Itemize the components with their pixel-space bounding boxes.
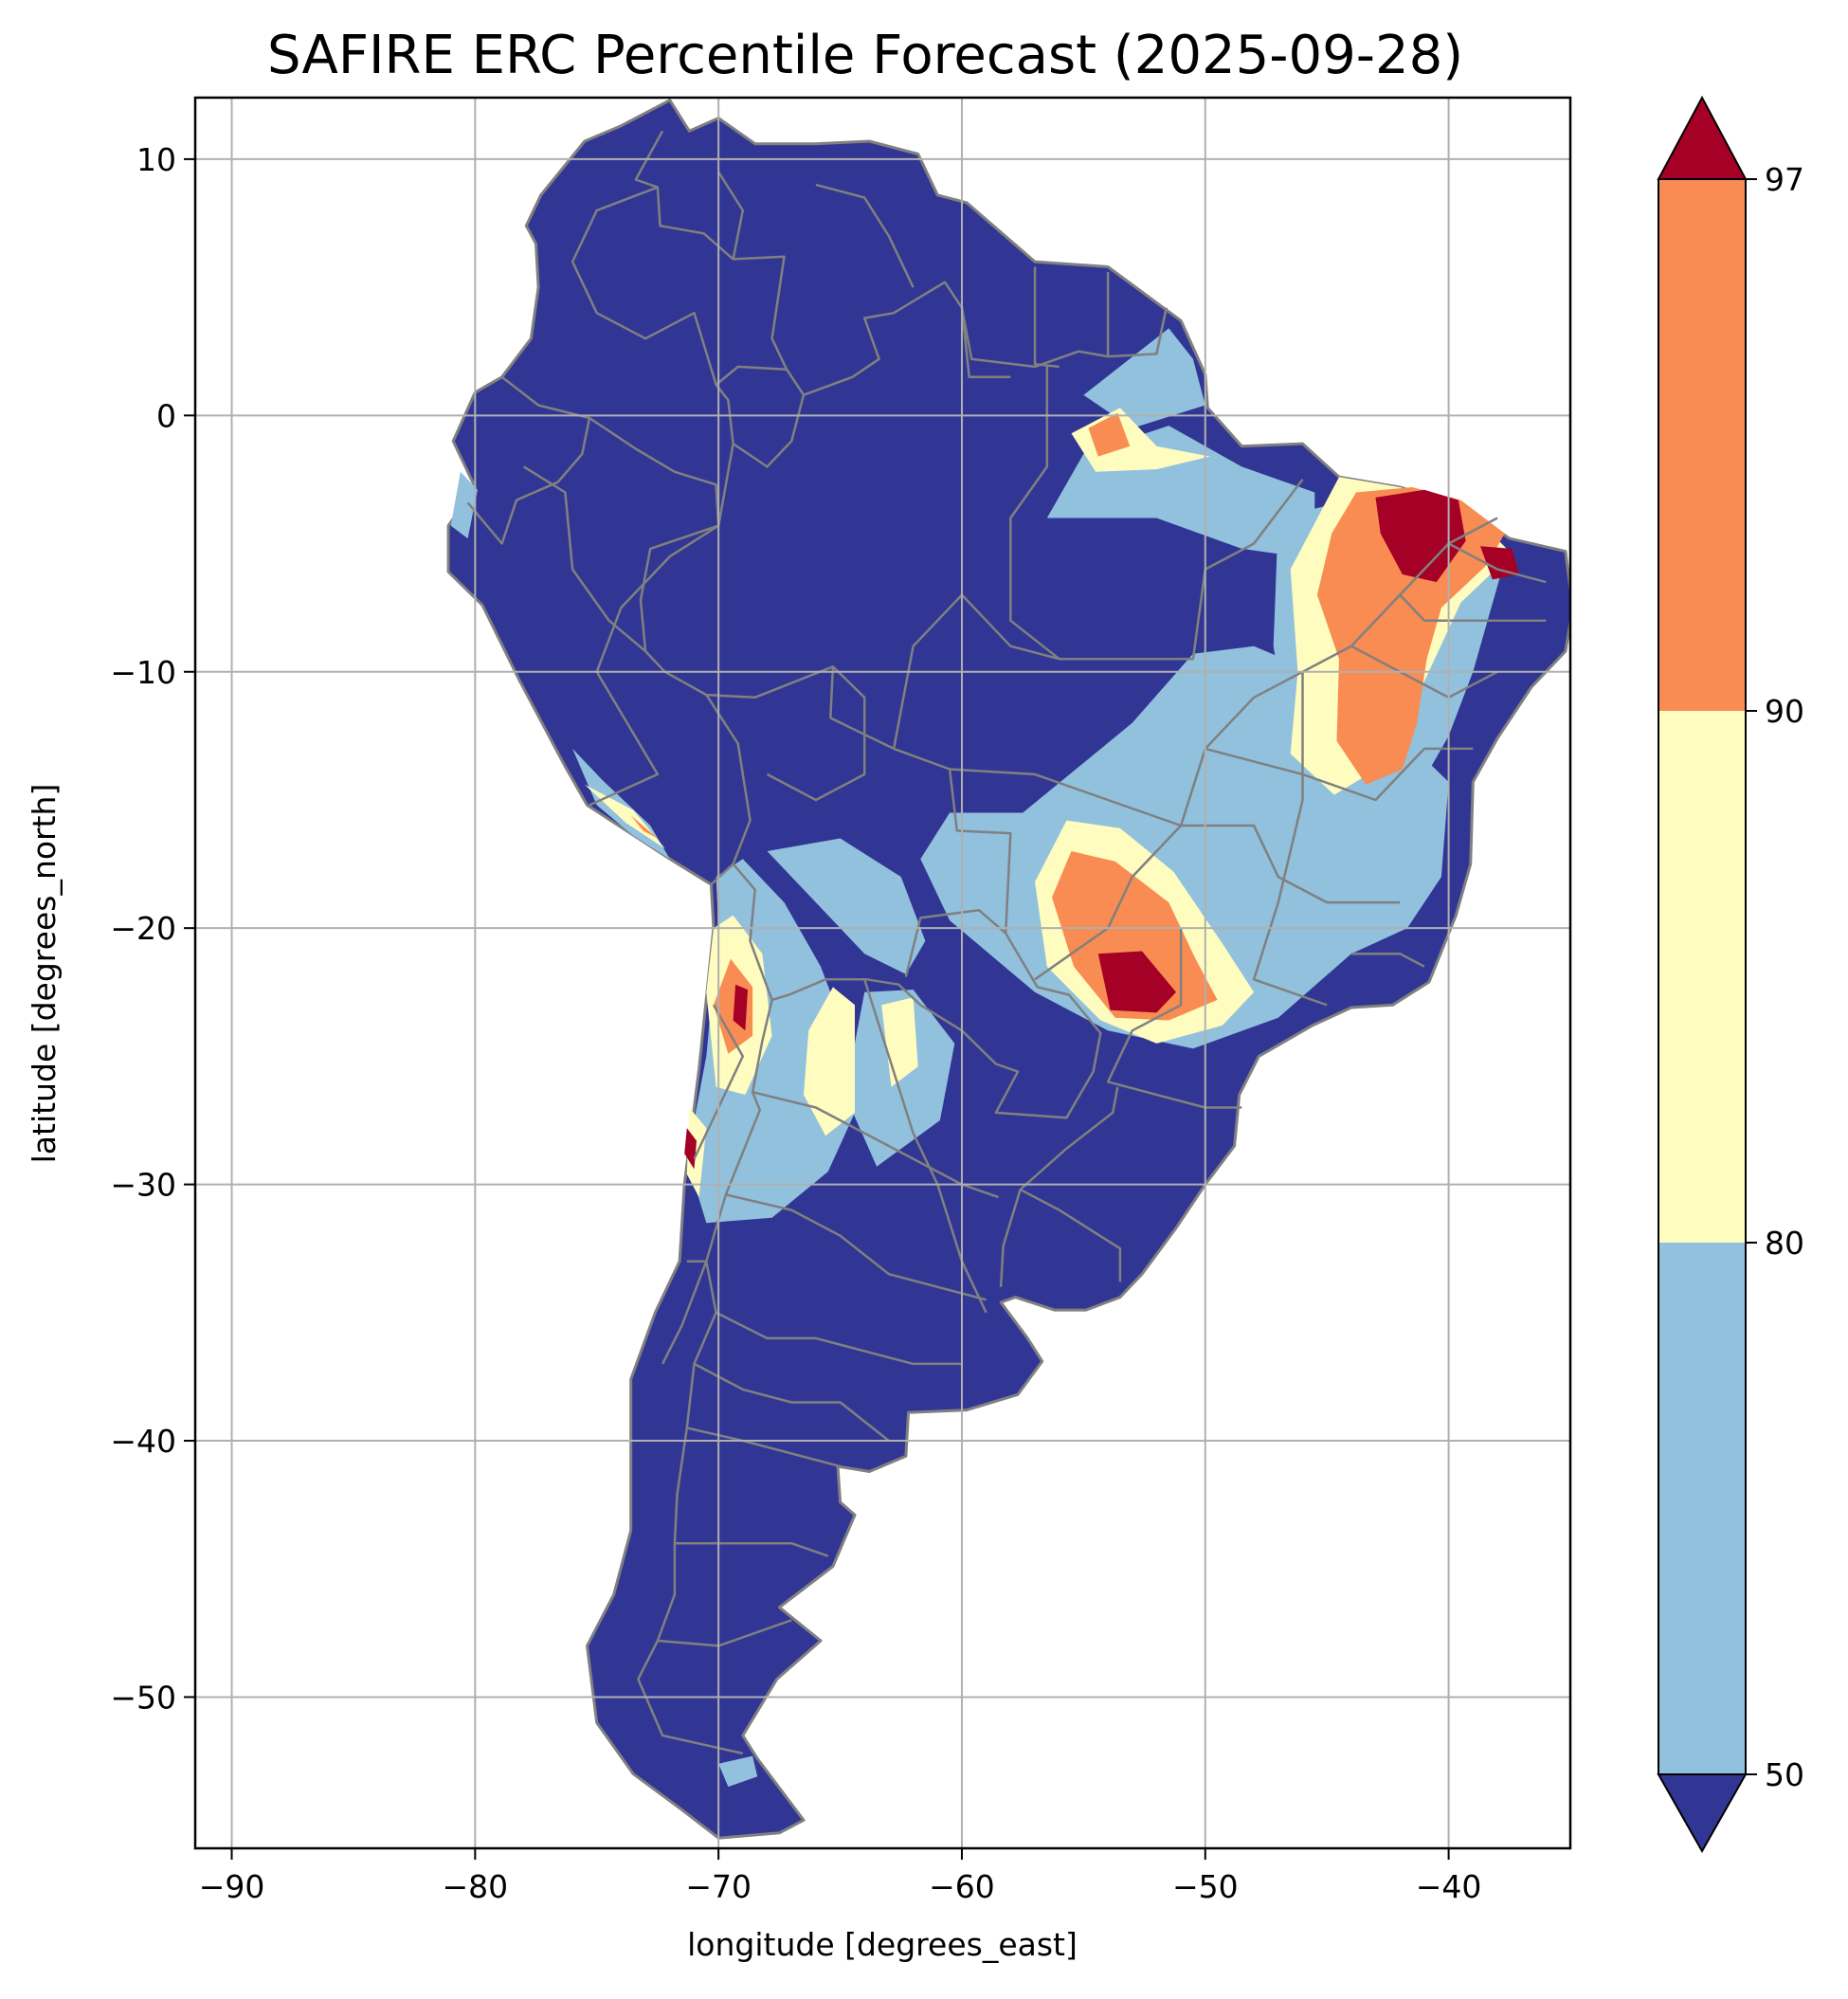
border-line-25 — [1448, 542, 1547, 584]
x-tick-label: −40 — [1416, 1868, 1482, 1905]
border-line-12 — [1155, 307, 1168, 354]
erc-region-17 — [584, 784, 665, 849]
border-line-2 — [466, 375, 591, 545]
erc-region-27 — [684, 1128, 697, 1170]
border-line-14 — [589, 524, 719, 807]
erc-region-20 — [1316, 487, 1505, 785]
border-line-3 — [589, 416, 720, 526]
border-line-36 — [693, 1004, 745, 1160]
border-line-1 — [634, 130, 788, 371]
y-axis-label: latitude [degrees_north] — [26, 784, 63, 1164]
border-line-40 — [717, 171, 745, 260]
border-line-34 — [674, 1541, 829, 1557]
colorbar-extend-min — [1657, 1773, 1748, 1854]
y-tick-label: −40 — [110, 1423, 176, 1460]
y-tick-label: −20 — [110, 910, 176, 947]
x-axis-ticks: −90 −80 −70 −60 −50 −40 — [199, 1848, 1482, 1905]
y-tick-label: −30 — [110, 1167, 176, 1204]
colorbar: 50 80 90 97 — [1657, 95, 1804, 1854]
border-line-4 — [705, 694, 752, 886]
border-line-10 — [1033, 266, 1060, 369]
border-line-33 — [686, 1427, 841, 1468]
border-line-15 — [950, 517, 1498, 827]
colorbar-frame — [1658, 178, 1747, 1775]
erc-region-24 — [1375, 489, 1466, 583]
colorbar-segment-1 — [1658, 711, 1746, 1243]
x-tick-label: −60 — [929, 1868, 995, 1905]
erc-region-2 — [1083, 328, 1205, 428]
gridlines — [195, 98, 1570, 1848]
y-tick-label: −10 — [110, 654, 176, 691]
colorbar-tick-label: 90 — [1765, 693, 1804, 730]
erc-region-8 — [450, 471, 478, 539]
colorbar-segment-2 — [1658, 179, 1746, 711]
axes-frame — [193, 96, 1572, 1850]
chart-title: SAFIRE ERC Percentile Forecast (2025-09-… — [267, 25, 1463, 86]
border-line-26 — [1350, 952, 1425, 968]
x-tick-label: −90 — [199, 1868, 265, 1905]
border-line-19 — [1181, 824, 1401, 904]
map-layer — [195, 98, 1570, 1848]
border-line-23 — [1350, 645, 1498, 700]
border-line-0 — [639, 281, 1168, 934]
border-line-8 — [999, 1189, 1022, 1287]
erc-region-19 — [1088, 412, 1131, 457]
y-tick-label: 0 — [156, 397, 176, 434]
border-line-37 — [661, 1260, 708, 1365]
border-line-39 — [815, 183, 915, 288]
border-line-17 — [1009, 364, 1060, 661]
colorbar-segment-0 — [1658, 1243, 1746, 1774]
border-line-21 — [1205, 747, 1474, 802]
colorbar-tick-label: 80 — [1765, 1225, 1804, 1262]
border-line-9 — [960, 307, 1011, 379]
border-line-41 — [571, 186, 717, 386]
border-line-13 — [523, 465, 646, 653]
erc-region-25 — [1480, 546, 1520, 580]
erc-region-23 — [1097, 951, 1176, 1013]
y-tick-label: −50 — [110, 1679, 176, 1716]
border-line-27 — [766, 665, 866, 802]
y-tick-label: 10 — [136, 141, 176, 178]
border-line-31 — [716, 1311, 962, 1366]
erc-region-15 — [804, 987, 855, 1136]
erc-region-26 — [733, 984, 748, 1031]
x-tick-label: −50 — [1172, 1868, 1239, 1905]
erc-region-22 — [630, 815, 658, 839]
colorbar-tick-label: 97 — [1765, 161, 1804, 198]
border-line-30 — [725, 1193, 987, 1301]
border-line-32 — [693, 1362, 890, 1442]
border-line-20 — [1106, 928, 1242, 1109]
erc-regions-layer — [450, 328, 1520, 1788]
border-line-18 — [1034, 825, 1183, 981]
border-line-38 — [732, 394, 806, 468]
erc-region-5 — [767, 838, 926, 974]
erc-region-9 — [718, 1755, 758, 1788]
colorbar-extend-max — [1657, 95, 1748, 180]
border-line-29 — [752, 1090, 999, 1199]
border-line-22 — [1252, 671, 1328, 1007]
border-line-28 — [863, 978, 987, 1314]
x-axis-label: longitude [degrees_east] — [687, 1926, 1078, 1963]
borders-layer — [466, 130, 1547, 1755]
border-line-6 — [637, 999, 773, 1755]
border-line-5 — [732, 863, 1102, 1119]
colorbar-tick-label: 50 — [1765, 1756, 1804, 1793]
erc-region-18 — [1052, 851, 1218, 1021]
x-tick-label: −80 — [443, 1868, 509, 1905]
erc-region-21 — [714, 958, 753, 1054]
x-tick-label: −70 — [685, 1868, 752, 1905]
y-axis-ticks: 10 0 −10 −20 −30 −40 −50 — [110, 141, 195, 1716]
